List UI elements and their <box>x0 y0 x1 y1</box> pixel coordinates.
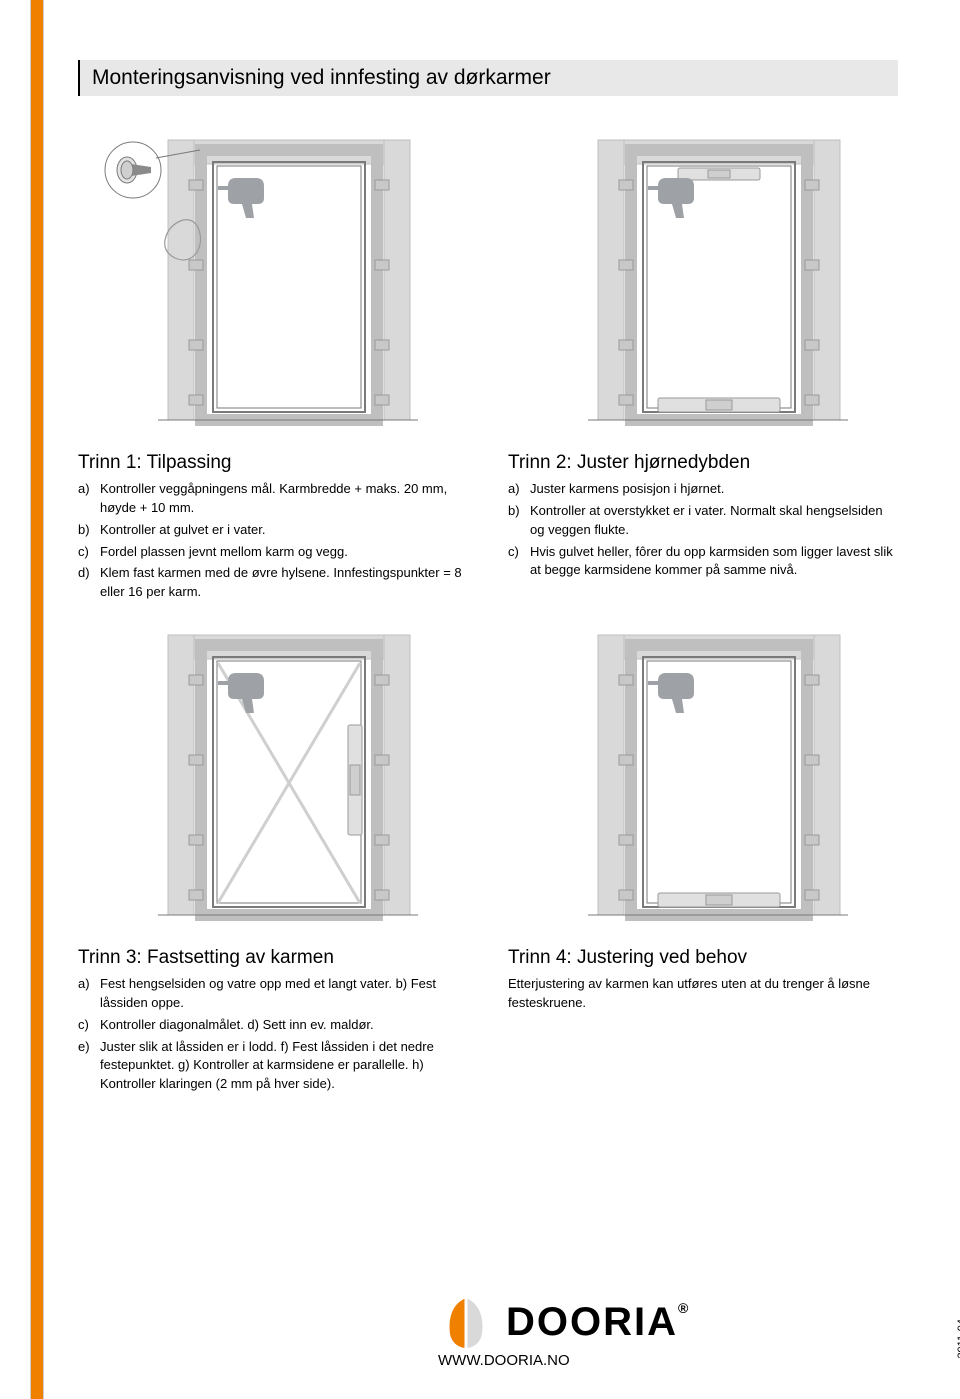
step3-list: a)Fest hengselsiden og vatre opp med et … <box>78 975 468 1094</box>
step4-text: Etterjustering av karmen kan utføres ute… <box>508 975 898 1013</box>
brand-logo: DOORIA® WWW.DOORIA.NO <box>438 1294 690 1369</box>
step2-diagram <box>518 120 888 440</box>
brand-name: DOORIA® <box>506 1300 690 1345</box>
step4-title: Trinn 4: Justering ved behov <box>508 947 898 969</box>
step1-diagram <box>88 120 458 440</box>
step4-cell: Trinn 4: Justering ved behov Etterjuster… <box>508 615 898 1097</box>
brand-mark-icon <box>438 1294 494 1350</box>
left-orange-bar <box>30 0 44 1399</box>
registered-icon: ® <box>678 1300 690 1316</box>
step3-diagram <box>88 615 458 935</box>
brand-url: WWW.DOORIA.NO <box>438 1352 690 1369</box>
step2-title: Trinn 2: Juster hjørnedybden <box>508 452 898 474</box>
step3-title: Trinn 3: Fastsetting av karmen <box>78 947 468 969</box>
step4-diagram <box>518 615 888 935</box>
page-title: Monteringsanvisning ved innfesting av dø… <box>78 60 898 96</box>
doc-revision: 2011-04 <box>956 1319 960 1359</box>
page-content: Monteringsanvisning ved innfesting av dø… <box>78 60 898 1097</box>
step1-title: Trinn 1: Tilpassing <box>78 452 468 474</box>
step2-cell: Trinn 2: Juster hjørnedybden a)Juster ka… <box>508 120 898 605</box>
step3-cell: Trinn 3: Fastsetting av karmen a)Fest he… <box>78 615 468 1097</box>
steps-grid: Trinn 1: Tilpassing a)Kontroller veggåpn… <box>78 120 898 1097</box>
step1-cell: Trinn 1: Tilpassing a)Kontroller veggåpn… <box>78 120 468 605</box>
footer: DOORIA® WWW.DOORIA.NO <box>78 1294 898 1369</box>
step1-list: a)Kontroller veggåpningens mål. Karmbred… <box>78 480 468 602</box>
step2-list: a)Juster karmens posisjon i hjørnet. b)K… <box>508 480 898 580</box>
